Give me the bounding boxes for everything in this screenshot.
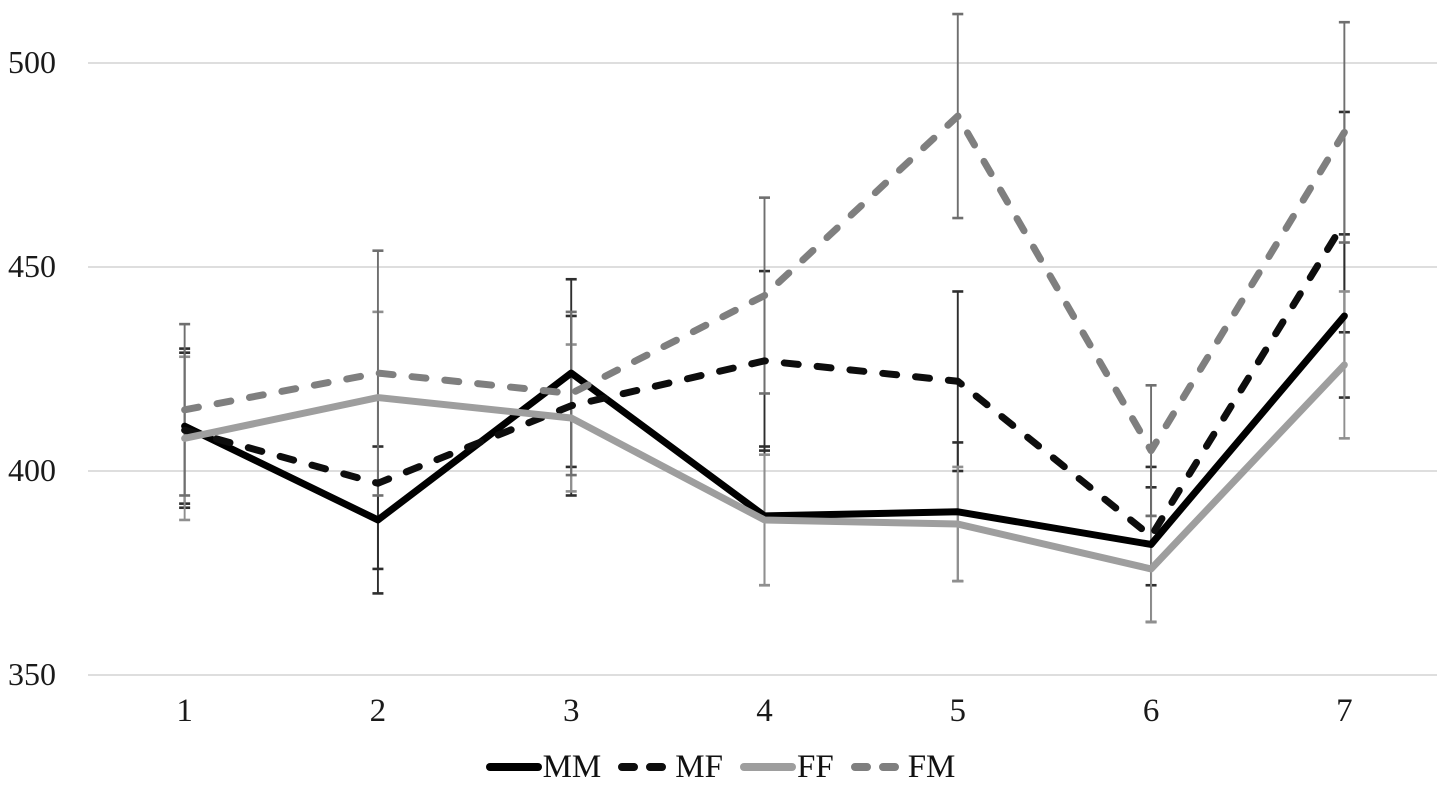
x-tick-label-6: 6 — [1142, 693, 1160, 729]
y-tick-label-500: 500 — [8, 44, 56, 80]
legend-item-mm: MM — [485, 747, 602, 787]
y-tick-label-450: 450 — [8, 248, 56, 284]
series-line-mf — [181, 218, 1348, 540]
x-tick-label-7: 7 — [1336, 693, 1353, 729]
line-chart — [88, 12, 1437, 676]
chart-legend: MM MF FF FM — [0, 746, 1441, 788]
x-tick-label-2: 2 — [369, 693, 387, 729]
x-tick-label-5: 5 — [949, 693, 967, 729]
series-line-fm — [181, 112, 1348, 455]
x-tick-label-3: 3 — [562, 693, 580, 729]
legend-line-mf — [618, 763, 675, 771]
x-tick-label-4: 4 — [756, 693, 773, 729]
legend-label-ff: FF — [796, 749, 834, 785]
legend-label-fm: FM — [907, 749, 956, 785]
series-line-ff — [181, 361, 1348, 573]
legend-item-ff: FF — [739, 747, 834, 787]
legend-item-mf: MF — [618, 747, 723, 787]
legend-label-mf: MF — [675, 749, 723, 785]
legend-line-fm — [850, 763, 907, 771]
series-line-mm — [181, 312, 1348, 548]
legend-line-ff — [739, 763, 796, 771]
legend-line-mm — [485, 763, 542, 771]
y-tick-label-400: 400 — [8, 452, 56, 488]
x-tick-label-1: 1 — [176, 693, 193, 729]
legend-label-mm: MM — [542, 749, 602, 785]
y-tick-label-350: 350 — [8, 656, 56, 692]
legend-item-fm: FM — [850, 747, 956, 787]
